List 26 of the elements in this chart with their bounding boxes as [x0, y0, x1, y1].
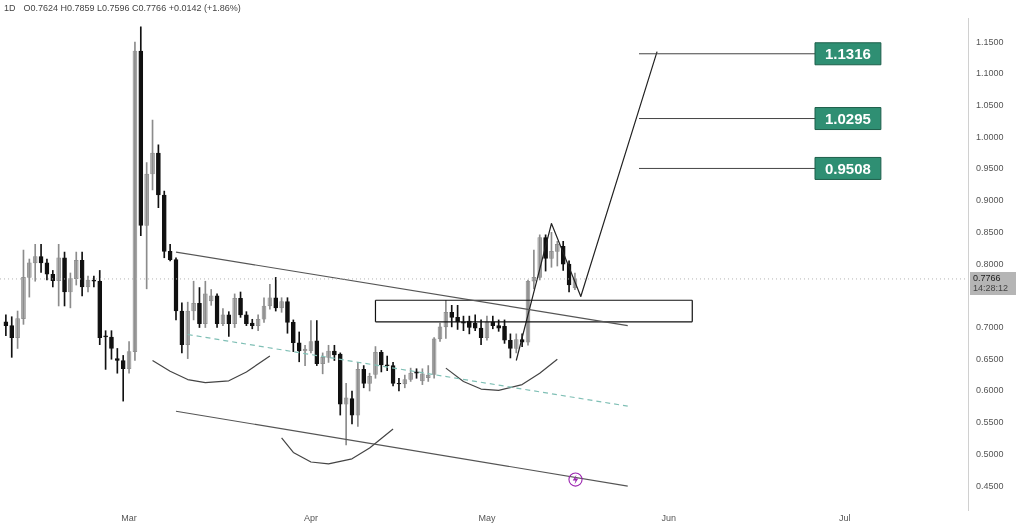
y-tick-label: 1.0500	[976, 100, 1004, 111]
y-tick-label: 1.1000	[976, 68, 1004, 79]
y-tick-label: 0.9000	[976, 195, 1004, 206]
y-tick-label: 0.8500	[976, 226, 1004, 237]
x-tick-label: May	[478, 513, 496, 524]
y-tick-label: 0.6000	[976, 385, 1004, 396]
ref-line-label: 1.1316	[824, 44, 871, 62]
y-tick-label: 0.7000	[976, 322, 1004, 333]
y-tick-label: 0.5500	[976, 417, 1004, 428]
y-tick-label: 1.0000	[976, 131, 1004, 142]
y-tick-label: 0.5000	[976, 448, 1004, 459]
y-tick-label: 0.6500	[976, 353, 1004, 364]
y-tick-label: 1.1500	[976, 36, 1004, 47]
x-tick-label: Jul	[839, 513, 851, 524]
ref-line-label: 0.9508	[824, 159, 871, 177]
ref-line-label: 0.7766	[973, 273, 1001, 284]
chart-subtitle: O0.7624 H0.7859 L0.7596 C0.7766 +0.0142 (+1.86%)	[23, 3, 241, 13]
text: 14:28:12	[973, 283, 1009, 294]
x-tick-label: Apr	[303, 513, 318, 524]
ref-line-label: 1.0295	[824, 109, 871, 127]
y-tick-label: 0.9500	[976, 163, 1004, 174]
x-tick-label: Mar	[121, 513, 137, 524]
x-tick-label: Jun	[661, 513, 677, 524]
y-tick-label: 0.4500	[976, 480, 1004, 491]
y-tick-label: 0.8000	[976, 258, 1004, 269]
chart-title: 1D	[4, 3, 16, 13]
